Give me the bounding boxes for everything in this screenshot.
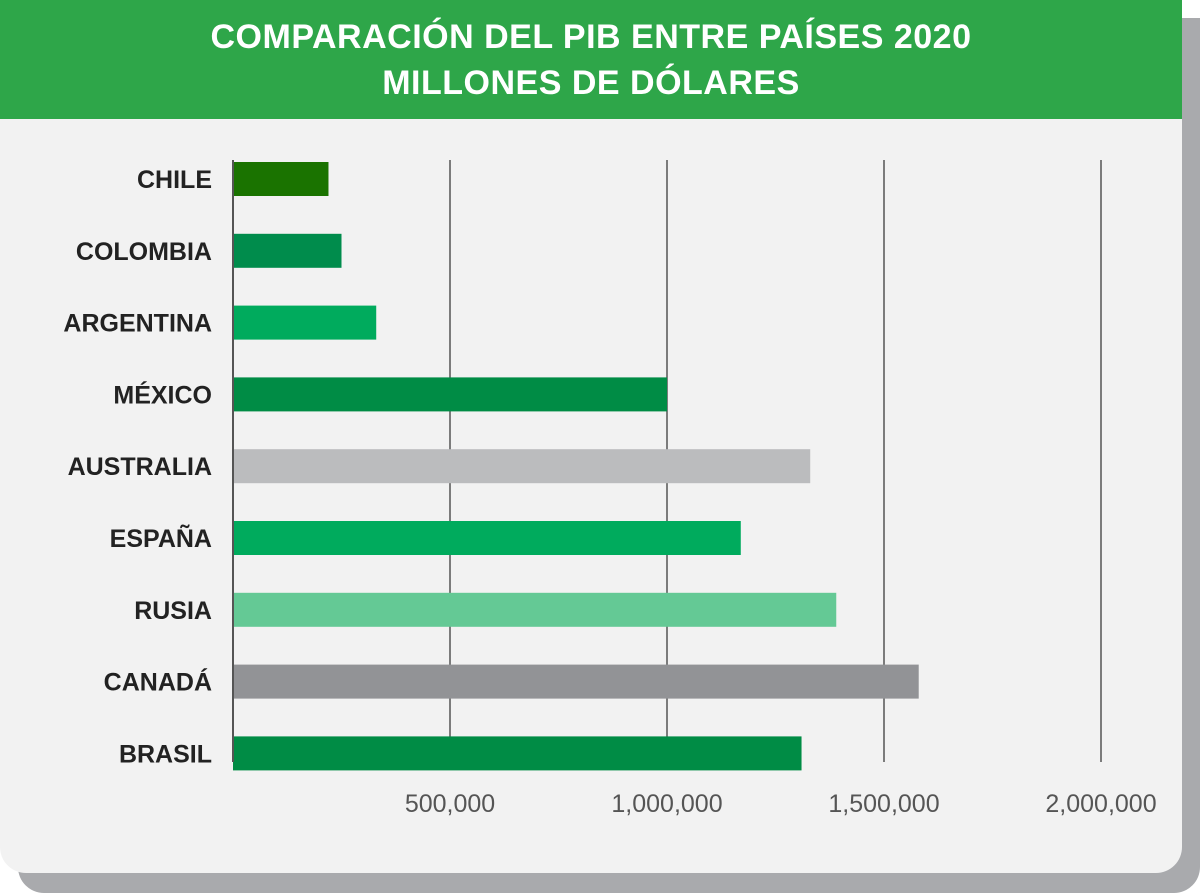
category-label-1: COLOMBIA — [76, 238, 212, 266]
category-label-8: BRASIL — [119, 740, 212, 768]
bar-2 — [233, 305, 377, 340]
category-label-7: CANADÁ — [104, 668, 212, 697]
bar-7 — [233, 664, 919, 699]
bar-4 — [233, 449, 811, 484]
category-label-5: ESPAÑA — [110, 523, 212, 553]
bar-3 — [233, 377, 667, 412]
chart-card: COMPARACIÓN DEL PIB ENTRE PAÍSES 2020 MI… — [0, 0, 1182, 873]
x-tick-label-0: 500,000 — [405, 790, 495, 818]
category-label-6: RUSIA — [134, 597, 212, 625]
bar-6 — [233, 592, 837, 627]
x-tick-label-1: 1,000,000 — [611, 790, 722, 818]
bar-0 — [233, 162, 329, 196]
category-label-4: AUSTRALIA — [68, 453, 212, 481]
category-label-3: MÉXICO — [113, 380, 212, 409]
category-labels: CHILE COLOMBIA ARGENTINA MÉXICO AUSTRALIA ESP… — [63, 166, 212, 768]
category-label-2: ARGENTINA — [63, 310, 212, 338]
chart-header: COMPARACIÓN DEL PIB ENTRE PAÍSES 2020 MI… — [0, 0, 1182, 119]
x-tick-label-3: 2,000,000 — [1045, 790, 1156, 818]
bar-5 — [233, 521, 741, 555]
chart-title: COMPARACIÓN DEL PIB ENTRE PAÍSES 2020 — [210, 17, 972, 56]
x-tick-label-2: 1,500,000 — [828, 790, 939, 818]
x-tick-labels: 500,000 1,000,000 1,500,000 2,000,000 — [405, 790, 1157, 818]
bar-1 — [233, 233, 342, 268]
bar-chart: CHILE COLOMBIA ARGENTINA MÉXICO AUSTRALIA ESP… — [63, 160, 1157, 818]
bars — [233, 162, 919, 771]
category-label-0: CHILE — [137, 166, 212, 194]
bar-8 — [233, 736, 802, 771]
chart-subtitle: MILLONES DE DÓLARES — [382, 63, 800, 102]
